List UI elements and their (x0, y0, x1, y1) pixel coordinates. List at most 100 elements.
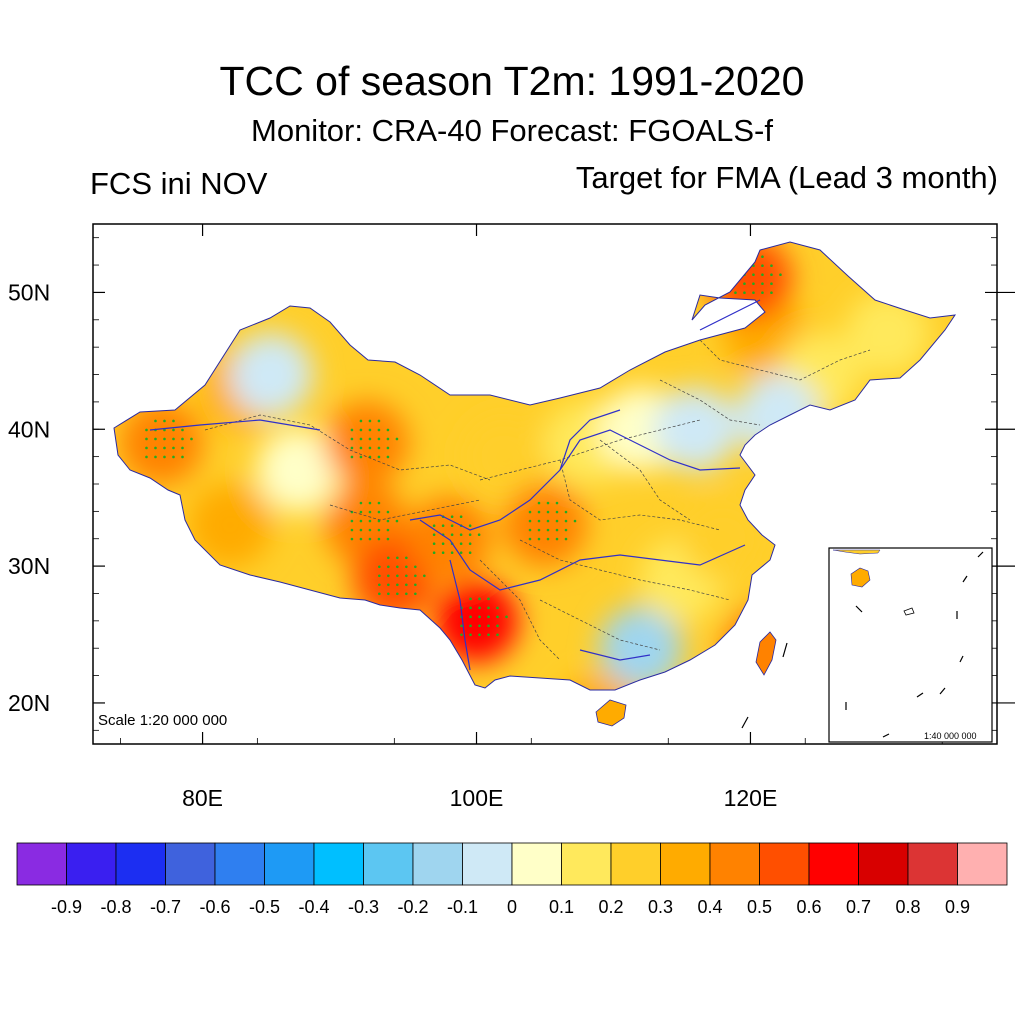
lat-label: 50N (8, 279, 50, 305)
significance-dot (414, 583, 417, 587)
colorbar-swatch (214, 842, 265, 886)
colorbar-label: 0.4 (697, 897, 722, 917)
significance-dot (386, 428, 390, 432)
significance-dot (537, 519, 541, 523)
significance-dot (469, 615, 472, 619)
rivers (149, 299, 761, 671)
significance-dot (378, 574, 381, 578)
significance-dot (555, 537, 559, 541)
significance-dot (496, 624, 499, 628)
lon-label: 80E (182, 785, 223, 811)
significance-dot (386, 455, 390, 459)
significance-dot (432, 542, 436, 546)
significance-dot (450, 533, 454, 537)
significance-dot (770, 273, 773, 277)
significance-dot (172, 419, 175, 423)
significance-dot (386, 510, 390, 514)
tcc-cell (324, 400, 409, 485)
colorbar-label: 0.5 (747, 897, 772, 917)
colorbar-swatch (264, 842, 315, 886)
significance-dot (468, 551, 472, 555)
target-season-label: Target for FMA (Lead 3 month) (575, 160, 998, 195)
significance-dot (743, 282, 746, 286)
tcc-cell (653, 387, 738, 472)
significance-dot (459, 551, 463, 555)
significance-dot (359, 528, 363, 532)
significance-dot (377, 419, 381, 423)
significance-dot (359, 519, 363, 523)
significance-dot (573, 519, 577, 523)
significance-dot (368, 537, 372, 541)
significance-dot (505, 615, 508, 619)
lat-label: 30N (8, 553, 50, 579)
significance-dot (368, 419, 372, 423)
significance-dot (163, 455, 166, 459)
significance-dot (761, 273, 764, 277)
significance-dot (537, 537, 541, 541)
forecast-init-label: FCS ini NOV (90, 166, 268, 201)
significance-dot (459, 515, 463, 519)
significance-dot (359, 437, 363, 441)
significance-dot (172, 437, 175, 441)
significance-dot (405, 574, 408, 578)
significance-dot (405, 556, 408, 560)
colorbar-swatch (660, 842, 711, 886)
tcc-cell (681, 496, 766, 581)
colorbar-label: -0.7 (150, 897, 181, 917)
colorbar-label: -0.2 (397, 897, 428, 917)
significance-dot (487, 606, 490, 610)
colorbar-label: 0.1 (549, 897, 574, 917)
significance-dot (761, 282, 764, 286)
significance-dot (555, 528, 559, 532)
significance-dot (564, 537, 568, 541)
inset-nine-dash-line (845, 551, 984, 738)
colorbar-label: 0.6 (796, 897, 821, 917)
colorbar-label: -0.8 (100, 897, 131, 917)
colorbar-label: -0.4 (298, 897, 329, 917)
significance-dot (546, 510, 550, 514)
significance-dot (752, 291, 755, 295)
significance-dot (396, 565, 399, 569)
colorbar-swatch (165, 842, 216, 886)
significance-dot (377, 428, 381, 432)
lat-label: 20N (8, 690, 50, 716)
colorbar-label: 0.7 (846, 897, 871, 917)
significance-dot (432, 533, 436, 537)
significance-dot (350, 537, 354, 541)
significance-dot (487, 597, 490, 601)
significance-dot (734, 291, 737, 295)
significance-dot (377, 501, 381, 505)
significance-dot (496, 615, 499, 619)
significance-dot (555, 519, 559, 523)
significance-dot (145, 437, 148, 441)
significance-dot (377, 455, 381, 459)
significance-dot (405, 592, 408, 596)
significance-dot (377, 446, 381, 450)
significance-dot (432, 524, 436, 528)
significance-dot (350, 428, 354, 432)
significance-dot (350, 528, 354, 532)
map-axes: 50N 40N 30N 20N 80E 100E 120E (8, 224, 1015, 811)
significance-dot (163, 446, 166, 450)
significance-dot (387, 583, 390, 587)
significance-dot (172, 446, 175, 450)
significance-dot (478, 633, 481, 637)
significance-dot (387, 556, 390, 560)
colorbar-swatch (709, 842, 760, 886)
colorbar-swatch (115, 842, 166, 886)
significance-dot (368, 528, 372, 532)
significance-dot (459, 533, 463, 537)
main-scale-label: Scale 1:20 000 000 (98, 712, 227, 729)
colorbar: -0.9 -0.8 -0.7 -0.6 -0.5 -0.4 -0.3 -0.2 -0.1 0 0.1… (16, 842, 1008, 917)
significance-dot (181, 428, 184, 432)
significance-dot (386, 519, 390, 523)
significance-dot (405, 565, 408, 569)
tcc-cell (119, 400, 204, 485)
tcc-cell (187, 483, 272, 568)
significance-dot (752, 282, 755, 286)
inset-island (903, 607, 915, 616)
colorbar-swatch (610, 842, 661, 886)
significance-dot (395, 519, 399, 523)
significance-dot (154, 419, 157, 423)
colorbar-swatch (66, 842, 117, 886)
